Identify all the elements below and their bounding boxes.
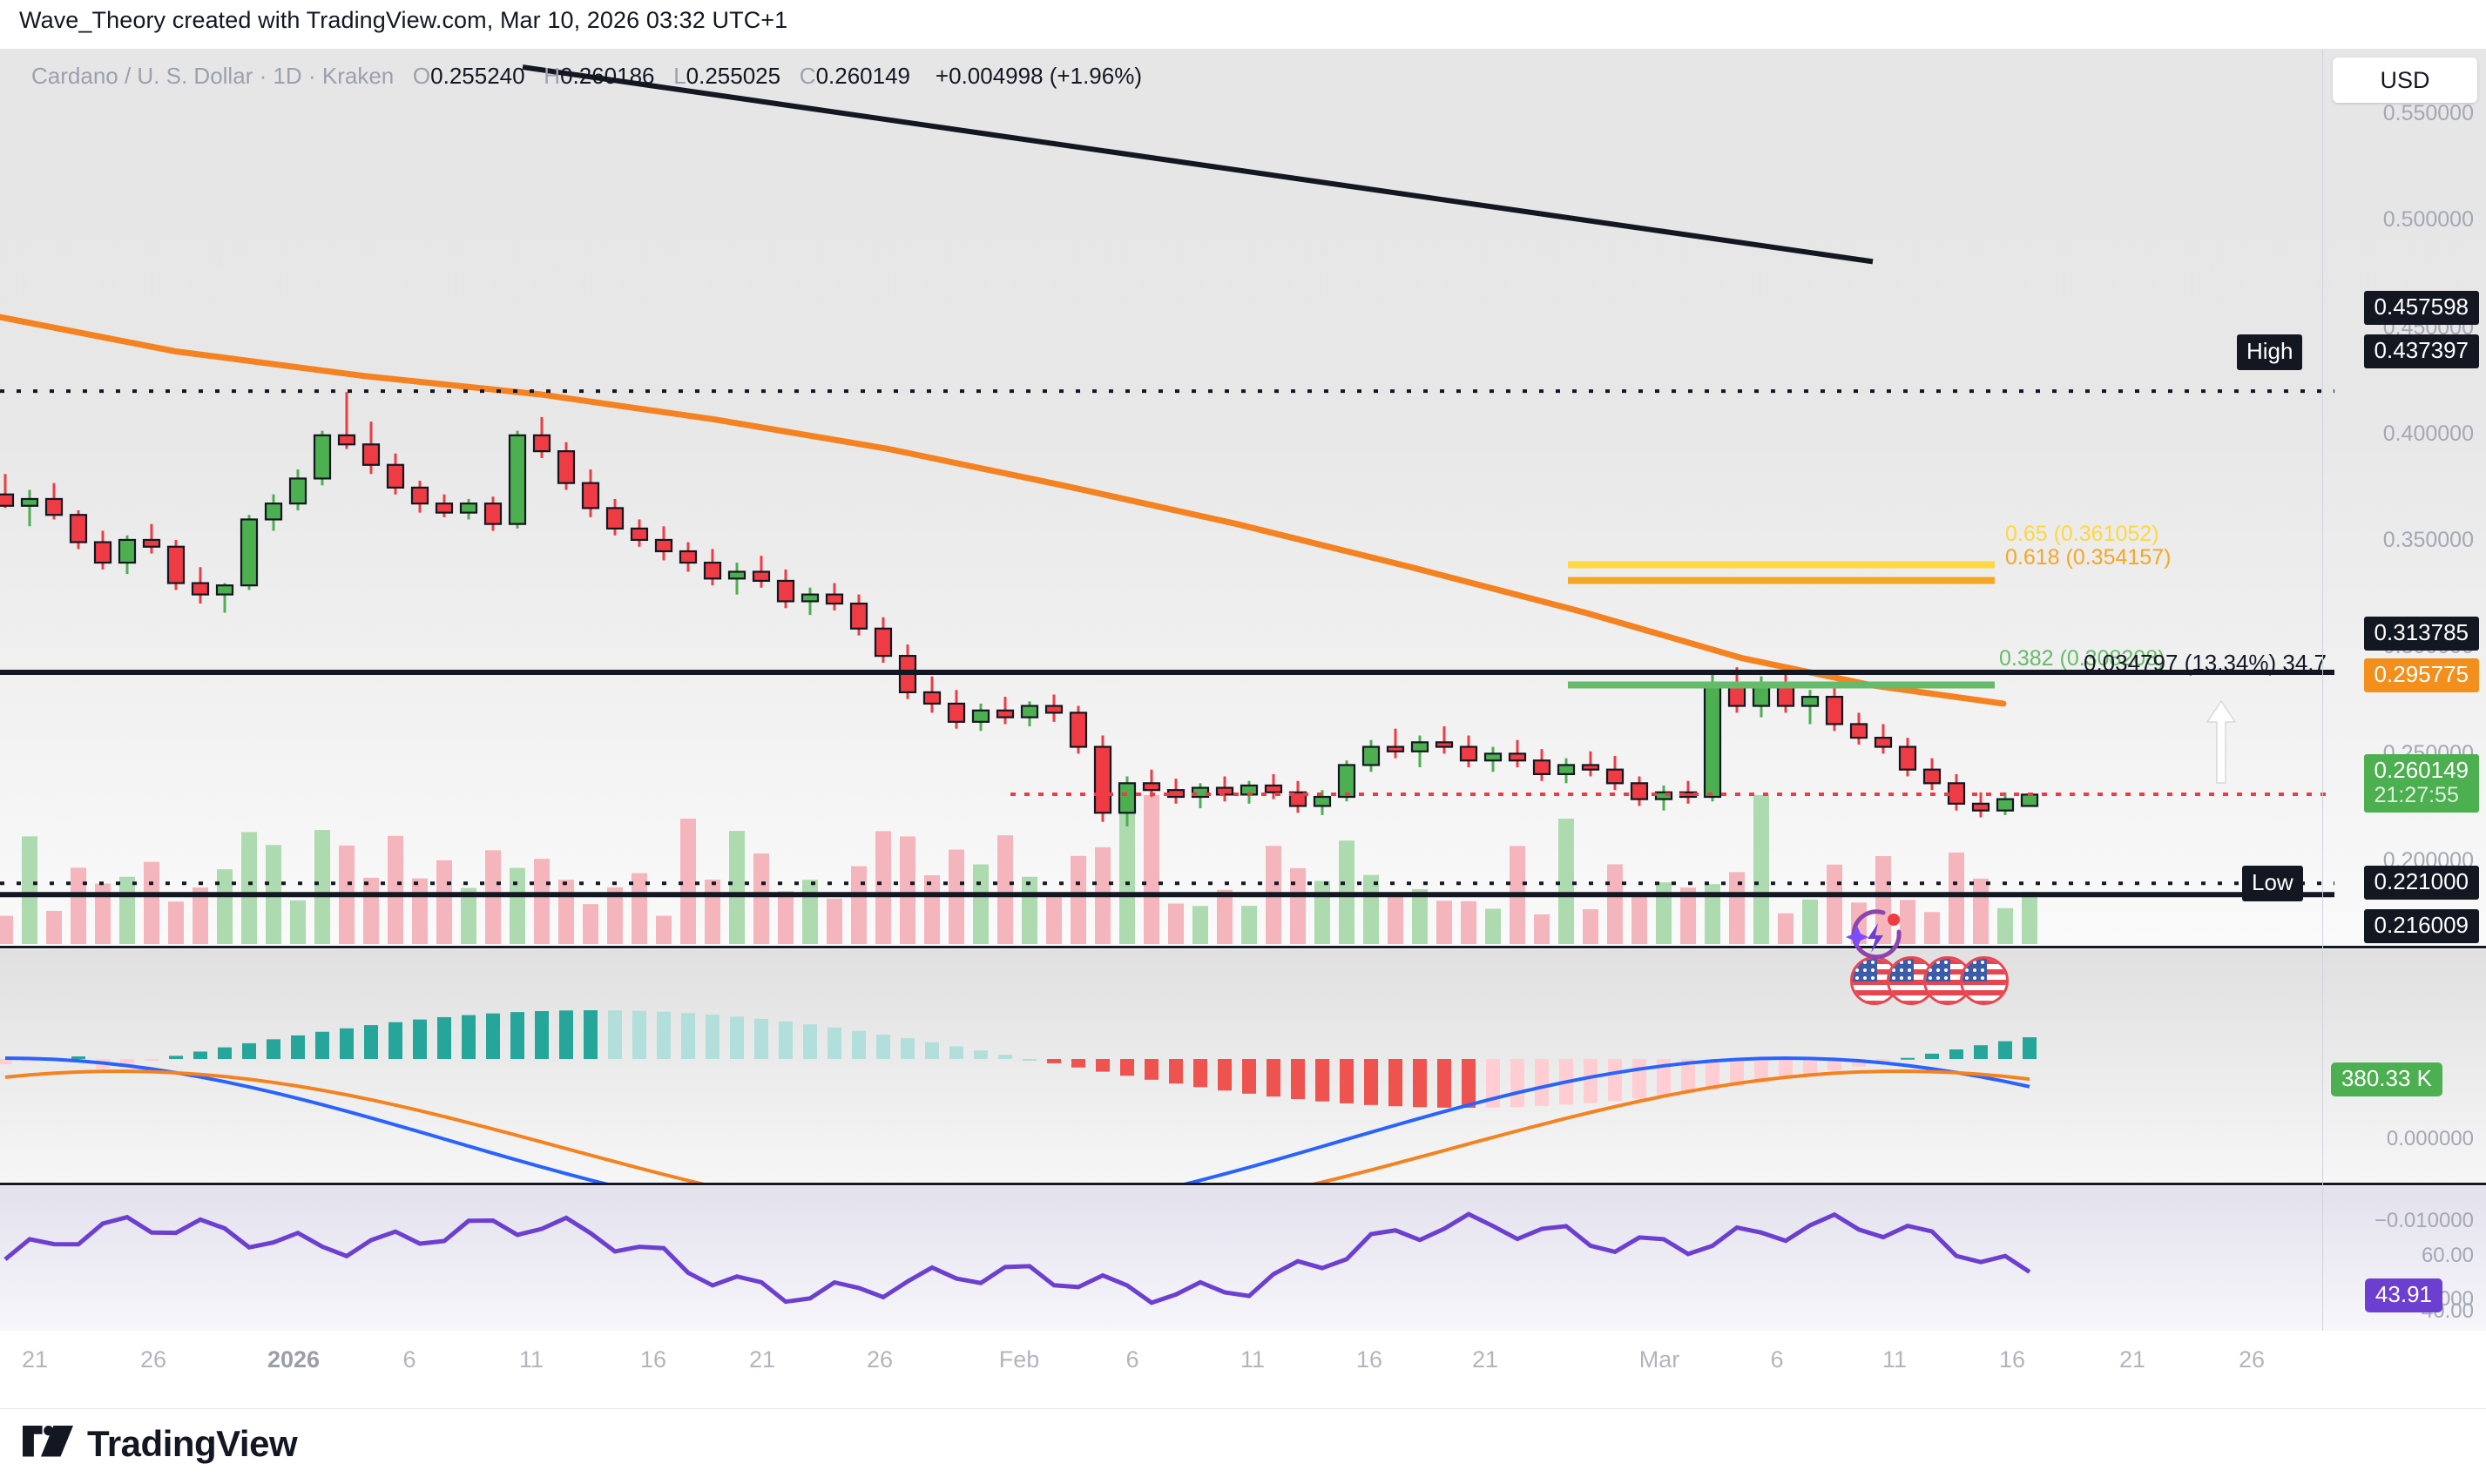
bar-countdown: 21:27:55 <box>2374 783 2459 808</box>
legend-high-key: H <box>544 63 561 89</box>
legend-open-key: O <box>412 63 431 89</box>
time-axis-tick: 21 <box>1471 1346 1499 1373</box>
legend-change: +0.004998 (+1.96%) <box>935 63 1142 89</box>
tradingview-wordmark: TradingView <box>87 1423 298 1464</box>
legend-high-value: 0.260186 <box>560 63 655 89</box>
pane-separator-macd-rsi[interactable] <box>0 1183 2486 1185</box>
legend-low-key: L <box>673 63 686 89</box>
time-axis-tick: 21 <box>21 1346 49 1373</box>
rsi-tick: 60.00 <box>2421 1244 2474 1267</box>
scale-divider <box>2322 49 2323 1331</box>
price-tick: 0.400000 <box>2382 422 2474 446</box>
pane-separator-volume-macd[interactable] <box>0 946 2486 948</box>
time-axis-tick: 11 <box>518 1346 544 1373</box>
time-axis[interactable]: 21 26 2026 6 11 16 21 26 Feb 6 11 16 21 Mar 6 11 16 21 26 <box>0 1331 2486 1409</box>
time-axis-tick: 6 <box>1770 1346 1784 1373</box>
time-axis-tick: 16 <box>639 1346 667 1373</box>
measurement-label: 0.034797 (13.34%) 34,7 <box>2084 650 2327 676</box>
fib-level-065-label: 0.65 (0.361052) <box>2005 522 2159 546</box>
last-price-value: 0.260149 <box>2374 757 2469 783</box>
price-label-resistance[interactable]: 0.313785 <box>2363 617 2479 651</box>
tradingview-mark-icon <box>23 1426 73 1457</box>
time-axis-tick: 26 <box>2238 1346 2266 1373</box>
legend-sep: · <box>307 63 316 89</box>
macd-pane[interactable] <box>0 949 2486 1184</box>
high-tag: High <box>2237 334 2303 370</box>
sparkle-lightning-icon[interactable] <box>1845 904 1908 967</box>
symbol-legend[interactable]: Cardano / U. S. Dollar · 1D · Kraken O0.… <box>31 63 1142 90</box>
low-tag: Low <box>2242 866 2303 901</box>
time-axis-tick: 26 <box>866 1346 894 1373</box>
time-axis-tick: 6 <box>402 1346 416 1373</box>
legend-close-value: 0.260149 <box>815 63 911 89</box>
price-pane[interactable] <box>0 49 2486 948</box>
up-arrow-marker <box>2206 699 2237 784</box>
attribution-text: Wave_Theory created with TradingView.com… <box>19 7 788 33</box>
tradingview-logo[interactable]: TradingView <box>23 1423 298 1465</box>
price-label-upper[interactable]: 0.457598 <box>2363 291 2479 326</box>
price-scale[interactable]: USD 0.550000 0.500000 0.450000 0.400000 … <box>2322 49 2486 1331</box>
time-axis-tick: 21 <box>748 1346 776 1373</box>
fib-level-0382-label: 0.382 (0.308208) <box>1999 646 2165 671</box>
volume-value-label[interactable]: 380.33 K <box>2330 1062 2442 1097</box>
price-pane-background <box>0 49 2486 948</box>
price-label-high[interactable]: 0.437397 <box>2363 334 2479 369</box>
footer: TradingView <box>0 1409 2486 1484</box>
currency-selector[interactable]: USD <box>2333 57 2477 103</box>
fib-level-0618-label: 0.618 (0.354157) <box>2005 545 2172 570</box>
time-axis-tick: 16 <box>1998 1346 2026 1373</box>
time-axis-tick: 11 <box>1881 1346 1908 1373</box>
legend-sep: · <box>259 63 267 89</box>
time-axis-tick: 2026 <box>267 1346 321 1373</box>
rsi-pane-background <box>0 1186 2486 1331</box>
legend-low-value: 0.255025 <box>686 63 781 89</box>
price-label-last[interactable]: 0.260149 21:27:55 <box>2363 754 2479 813</box>
rsi-pane[interactable] <box>0 1186 2486 1331</box>
price-label-ma[interactable]: 0.295775 <box>2363 658 2479 693</box>
legend-interval[interactable]: 1D <box>273 63 302 89</box>
price-tick: 0.500000 <box>2382 207 2474 232</box>
price-tick: 0.350000 <box>2382 528 2474 552</box>
legend-open-value: 0.255240 <box>430 63 525 89</box>
chart-area[interactable]: 0.65 (0.361052) 0.618 (0.354157) 0.382 (… <box>0 49 2486 1331</box>
time-axis-tick: 11 <box>1240 1346 1266 1373</box>
macd-tick: −0.010000 <box>2374 1209 2474 1232</box>
economic-event-badges[interactable] <box>1850 956 2009 1005</box>
legend-close-key: C <box>799 63 816 89</box>
rsi-value-label[interactable]: 43.91 <box>2364 1278 2442 1313</box>
time-axis-tick: 26 <box>139 1346 167 1373</box>
time-axis-tick: 21 <box>2118 1346 2146 1373</box>
price-tick: 0.550000 <box>2382 101 2474 125</box>
time-axis-tick: 16 <box>1355 1346 1383 1373</box>
legend-symbol[interactable]: Cardano / U. S. Dollar <box>31 63 253 89</box>
event-flag-icon[interactable] <box>1960 956 2009 1005</box>
macd-pane-background <box>0 949 2486 1184</box>
price-label-low[interactable]: 0.221000 <box>2363 866 2479 901</box>
currency-label: USD <box>2380 66 2430 93</box>
macd-tick: 0.000000 <box>2386 1127 2474 1150</box>
legend-exchange[interactable]: Kraken <box>321 63 395 89</box>
time-axis-tick: Feb <box>998 1346 1040 1373</box>
price-label-support[interactable]: 0.216009 <box>2363 909 2479 944</box>
time-axis-tick: Mar <box>1638 1346 1680 1373</box>
time-axis-tick: 6 <box>1125 1346 1139 1373</box>
